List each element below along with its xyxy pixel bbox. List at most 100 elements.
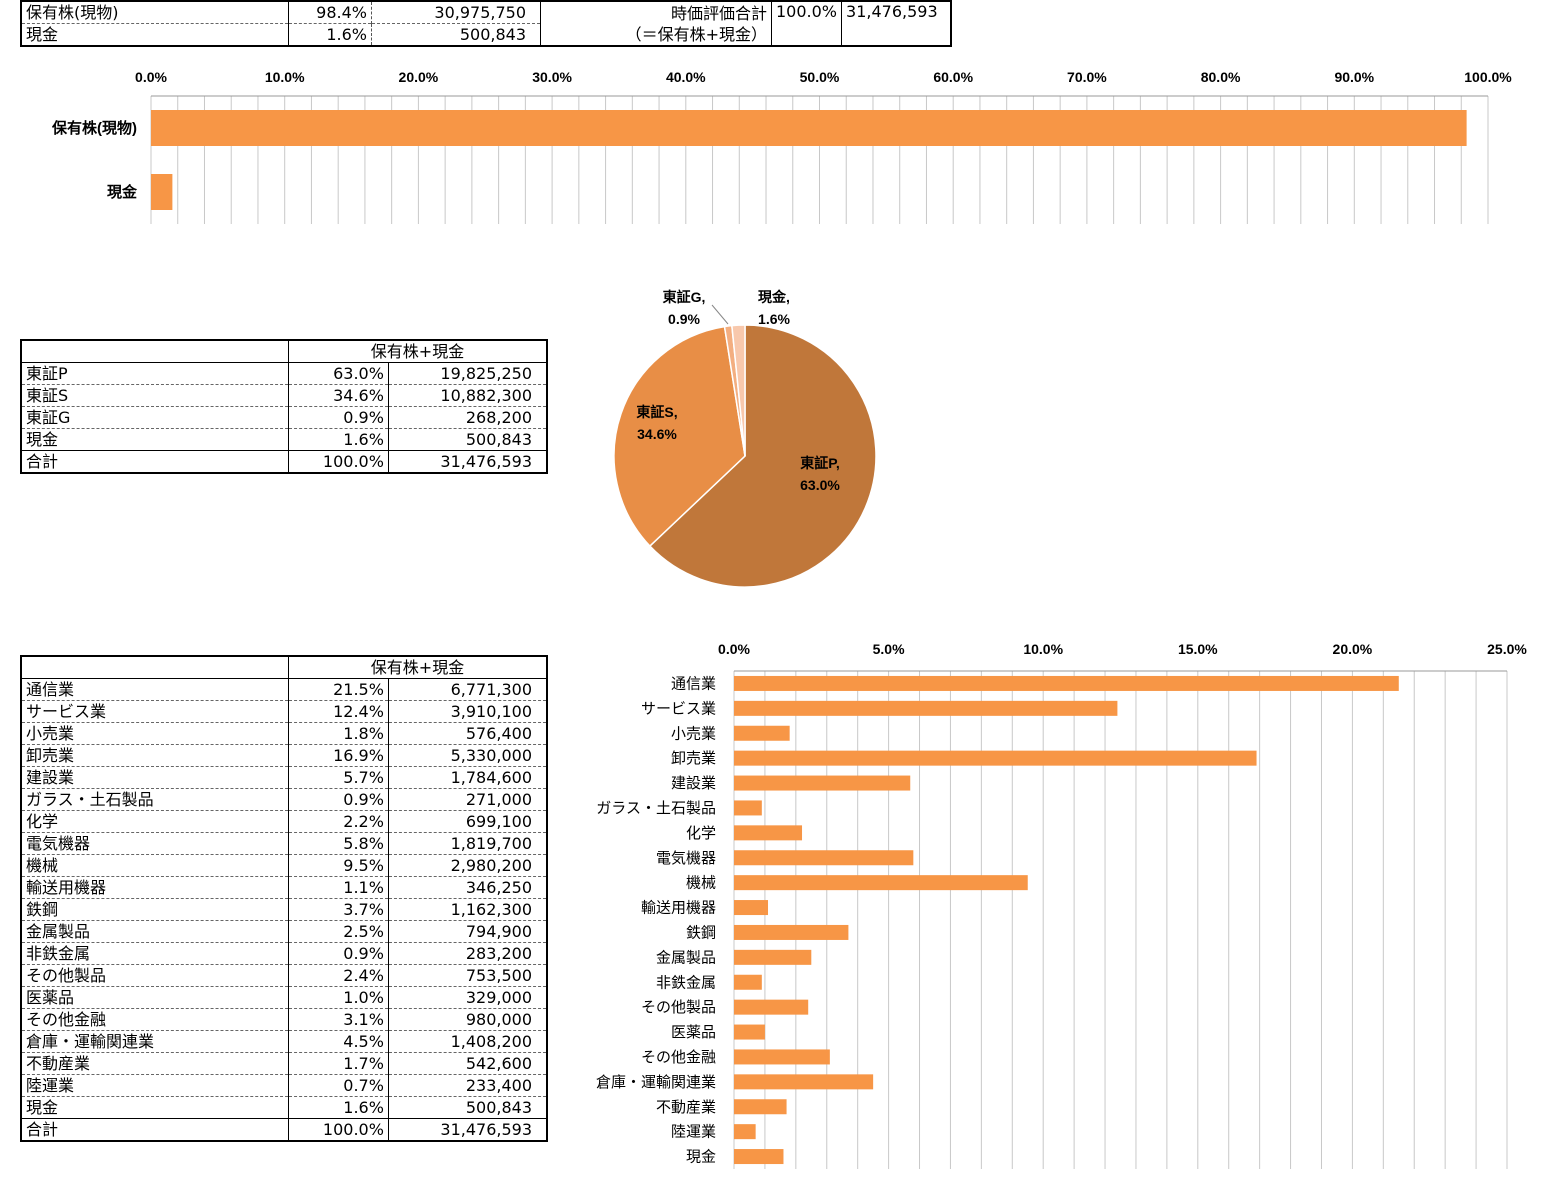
table-row: 現金 1.6% 500,843 (21, 428, 547, 451)
x-tick-label: 25.0% (1487, 641, 1527, 657)
row-pct: 0.9% (288, 788, 389, 811)
summary-total-label-line2: （＝保有株+現金） (625, 24, 767, 44)
category-label: 非鉄金属 (656, 974, 716, 991)
row-pct: 2.2% (288, 810, 389, 833)
table-row: ガラス・土石製品 0.9% 271,000 (21, 788, 547, 811)
row-value: 10,882,300 (388, 384, 547, 407)
row-label: その他製品 (21, 964, 289, 987)
row-label: 鉄鋼 (21, 898, 289, 921)
row-pct: 1.0% (288, 986, 389, 1009)
row-pct: 34.6% (288, 384, 389, 407)
row-pct: 2.5% (288, 920, 389, 943)
row-label: 医薬品 (21, 986, 289, 1009)
row-pct: 100.0% (288, 1118, 389, 1141)
row-pct: 1.6% (288, 1096, 389, 1119)
pie-label: 東証S, (636, 404, 677, 420)
row-label: 非鉄金属 (21, 942, 289, 965)
row-value: 6,771,300 (450, 680, 532, 699)
category-label: 陸運業 (671, 1124, 716, 1141)
bar (734, 1074, 874, 1090)
x-tick-label: 5.0% (873, 641, 905, 657)
row-label: 不動産業 (21, 1052, 289, 1075)
row-label: 倉庫・運輸関連業 (21, 1030, 289, 1053)
pie-pct-label: 1.6% (758, 311, 790, 327)
bar (151, 174, 173, 210)
summary-row-stock: 保有株(現物) 98.4% 30,975,750 時価評価合計 （＝保有株+現金… (21, 1, 951, 46)
table-row: 機械 9.5% 2,980,200 (21, 854, 547, 877)
row-pct: 3.1% (288, 1008, 389, 1031)
row-pct: 0.9% (288, 406, 389, 429)
row-label: 現金 (21, 428, 289, 451)
x-tick-label: 10.0% (1023, 641, 1063, 657)
row-label: 卸売業 (21, 744, 289, 767)
row-value: 699,100 (388, 810, 547, 833)
bar (734, 800, 762, 816)
sector-table-header: 保有株+現金 (21, 656, 547, 679)
x-tick-label: 100.0% (1464, 69, 1512, 85)
row-value: 1,819,700 (388, 832, 547, 855)
row-label: 輸送用機器 (21, 876, 289, 899)
x-tick-label: 90.0% (1334, 69, 1374, 85)
x-tick-label: 80.0% (1201, 69, 1241, 85)
category-label: 鉄鋼 (686, 924, 716, 941)
category-label: サービス業 (641, 700, 716, 717)
x-tick-label: 15.0% (1178, 641, 1218, 657)
bar (734, 875, 1028, 891)
x-tick-label: 20.0% (1333, 641, 1373, 657)
bar (734, 974, 762, 990)
sector-bar-chart: 0.0% 5.0% 10.0% 15.0% 20.0% 25.0% 通信業サービス業小売業卸… (596, 641, 1527, 1169)
row-value: 233,400 (388, 1074, 547, 1097)
pie-slice (731, 324, 746, 457)
row-label: サービス業 (21, 700, 289, 723)
market-table-header-label: 保有株+現金 (288, 340, 547, 363)
x-tick-label: 70.0% (1067, 69, 1107, 85)
table-row: 卸売業 16.9% 5,330,000 (21, 744, 547, 767)
market-pie-chart: 東証P, 63.0% 東証S, 34.6% 東証G, 0.9% 現金, 1.6% (613, 289, 877, 588)
row-value: 271,000 (388, 788, 547, 811)
row-value: 31,476,593 (388, 450, 547, 473)
category-label: 現金 (686, 1149, 716, 1166)
table-row: 医薬品 1.0% 329,000 (21, 986, 547, 1009)
row-value: 1,408,200 (388, 1030, 547, 1053)
row-value: 3,910,100 (388, 700, 547, 723)
table-row: 電気機器 5.8% 1,819,700 (21, 832, 547, 855)
row-pct: 0.9% (288, 942, 389, 965)
sector-table-header-label: 保有株+現金 (288, 656, 547, 679)
bar (734, 1024, 765, 1040)
row-pct: 9.5% (288, 854, 389, 877)
row-label: 機械 (21, 854, 289, 877)
row-value: 576,400 (388, 722, 547, 745)
x-tick-label: 10.0% (265, 69, 305, 85)
bar (151, 110, 1467, 146)
summary-value: 500,843 (371, 23, 541, 46)
row-label: 現金 (21, 1096, 289, 1119)
row-label: 通信業 (21, 678, 289, 701)
row-label: 陸運業 (21, 1074, 289, 1097)
row-value: 1,162,300 (388, 898, 547, 921)
x-tick-label: 50.0% (800, 69, 840, 85)
category-label: 化学 (686, 825, 716, 842)
row-value: 5,330,000 (388, 744, 547, 767)
row-value: 500,843 (388, 1096, 547, 1119)
row-label: 建設業 (21, 766, 289, 789)
row-label: 金属製品 (21, 920, 289, 943)
row-pct: 21.5% (288, 678, 389, 701)
table-row: 金属製品 2.5% 794,900 (21, 920, 547, 943)
x-tick-label: 0.0% (718, 641, 750, 657)
sector-table-body: 通信業 21.5% 6,771,300 サービス業 12.4% 3,910,100 小売業 1… (21, 678, 547, 1141)
row-pct: 63.0% (288, 362, 389, 385)
table-row: 非鉄金属 0.9% 283,200 (21, 942, 547, 965)
table-row: 東証S 34.6% 10,882,300 (21, 384, 547, 407)
category-label: その他製品 (641, 999, 716, 1016)
summary-table: 保有株(現物) 98.4% 30,975,750 時価評価合計 （＝保有株+現金… (20, 0, 952, 47)
row-value: 794,900 (388, 920, 547, 943)
row-pct: 5.7% (288, 766, 389, 789)
summary-value: 30,975,750 (371, 1, 541, 24)
row-pct: 16.9% (288, 744, 389, 767)
summary-label: 現金 (21, 23, 289, 46)
row-label: 東証S (21, 384, 289, 407)
bar (734, 750, 1257, 766)
table-row: 東証P 63.0% 19,825,250 (21, 362, 547, 385)
category-label: 医薬品 (671, 1024, 716, 1041)
row-label: 合計 (21, 1118, 289, 1141)
